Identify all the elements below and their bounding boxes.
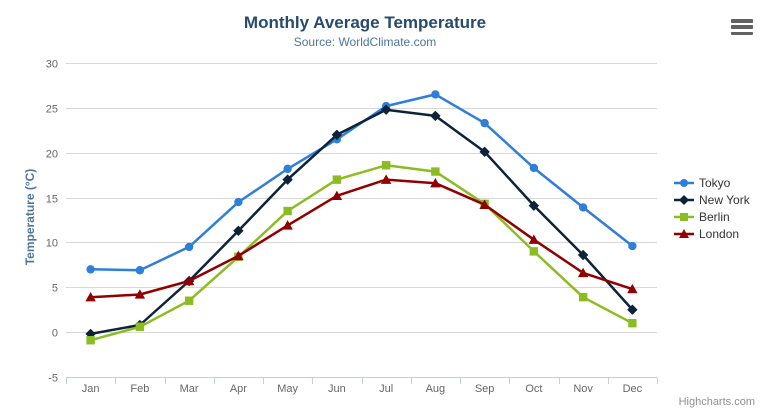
legend-item-tokyo[interactable]: Tokyo	[674, 174, 750, 191]
data-point[interactable]	[282, 220, 293, 230]
y-tick-label: 25	[46, 104, 58, 116]
data-point[interactable]	[577, 267, 589, 278]
data-point[interactable]	[628, 318, 637, 328]
y-tick-label: 20	[46, 149, 58, 161]
data-point[interactable]	[234, 197, 243, 207]
legend-item-berlin[interactable]: Berlin	[674, 208, 750, 225]
data-point[interactable]	[283, 206, 292, 216]
data-point[interactable]	[184, 242, 194, 252]
data-point[interactable]	[578, 292, 588, 302]
x-tick-label: Apr	[230, 383, 247, 395]
hamburger-icon	[731, 31, 753, 35]
data-point[interactable]	[577, 249, 589, 261]
data-point[interactable]	[283, 164, 292, 174]
data-point[interactable]	[135, 322, 145, 331]
x-tick-label: Dec	[623, 383, 643, 395]
series-line-london	[89, 178, 634, 299]
data-point[interactable]	[480, 118, 489, 128]
chart-title: Monthly Average Temperature	[243, 13, 487, 32]
triangle-marker-icon	[674, 228, 694, 238]
data-point[interactable]	[528, 200, 540, 211]
y-tick-label: 15	[46, 194, 58, 206]
legend-label: Tokyo	[699, 175, 731, 190]
data-point[interactable]	[331, 190, 343, 200]
square-marker-icon	[674, 212, 694, 221]
x-tick-label: Sep	[475, 383, 495, 395]
data-point[interactable]	[381, 161, 391, 170]
x-tick-label: Oct	[525, 383, 542, 395]
credits-link[interactable]: Highcharts.com	[678, 396, 755, 408]
legend-label: London	[699, 226, 740, 241]
legend-symbol	[680, 212, 688, 221]
data-point[interactable]	[85, 291, 96, 302]
legend-symbol	[679, 194, 689, 205]
data-point[interactable]	[430, 110, 441, 122]
legend-symbol	[679, 228, 689, 238]
diamond-marker-icon	[674, 194, 694, 205]
data-point[interactable]	[331, 129, 343, 140]
chart-subtitle: Source: WorldClimate.com	[293, 35, 437, 49]
data-point[interactable]	[135, 266, 145, 275]
data-point[interactable]	[380, 104, 392, 115]
legend-item-london[interactable]: London	[674, 225, 750, 242]
x-tick-label: Jun	[328, 383, 346, 395]
y-tick-label: 0	[52, 328, 58, 340]
hamburger-icon	[731, 25, 753, 29]
data-point[interactable]	[627, 283, 638, 294]
x-tick-label: May	[277, 383, 298, 395]
data-point[interactable]	[529, 163, 539, 173]
data-point[interactable]	[479, 146, 490, 158]
data-point[interactable]	[332, 175, 342, 184]
y-tick-label: 5	[52, 283, 58, 295]
hamburger-icon	[731, 19, 753, 23]
data-point[interactable]	[578, 203, 588, 212]
data-point[interactable]	[529, 247, 539, 256]
data-point[interactable]	[430, 178, 441, 188]
legend: Tokyo New York Berlin London	[674, 174, 750, 242]
x-tick-label: Jul	[379, 383, 393, 395]
y-axis-title: Temperature (°C)	[23, 168, 37, 266]
x-tick-label: Feb	[130, 383, 149, 395]
data-point[interactable]	[86, 265, 95, 274]
y-tick-label: -5	[48, 373, 58, 385]
data-point[interactable]	[628, 241, 637, 251]
context-menu-button[interactable]	[731, 19, 753, 35]
data-point[interactable]	[528, 234, 540, 244]
legend-label: New York	[699, 192, 750, 207]
data-point[interactable]	[431, 167, 440, 176]
circle-marker-icon	[674, 178, 694, 187]
y-tick-label: 10	[46, 238, 58, 250]
legend-label: Berlin	[699, 209, 730, 224]
x-tick-label: Aug	[426, 383, 446, 395]
data-point[interactable]	[627, 304, 638, 315]
data-point[interactable]	[431, 90, 440, 99]
data-point[interactable]	[183, 275, 195, 286]
legend-item-new-york[interactable]: New York	[674, 191, 750, 208]
data-point[interactable]	[380, 174, 392, 184]
series-line-berlin	[89, 164, 634, 342]
data-point[interactable]	[86, 336, 95, 345]
data-point[interactable]	[282, 174, 293, 185]
x-tick-label: Nov	[573, 383, 593, 395]
legend-symbol	[680, 178, 688, 187]
series-line-tokyo	[89, 93, 634, 272]
data-point[interactable]	[233, 225, 244, 236]
data-point[interactable]	[479, 199, 490, 209]
series-line-new-york	[89, 108, 634, 336]
y-tick-label: 30	[46, 59, 58, 71]
x-tick-label: Mar	[180, 383, 199, 395]
data-point[interactable]	[184, 296, 194, 305]
data-point[interactable]	[134, 289, 146, 299]
data-point[interactable]	[233, 250, 244, 261]
x-tick-label: Jan	[82, 383, 100, 395]
